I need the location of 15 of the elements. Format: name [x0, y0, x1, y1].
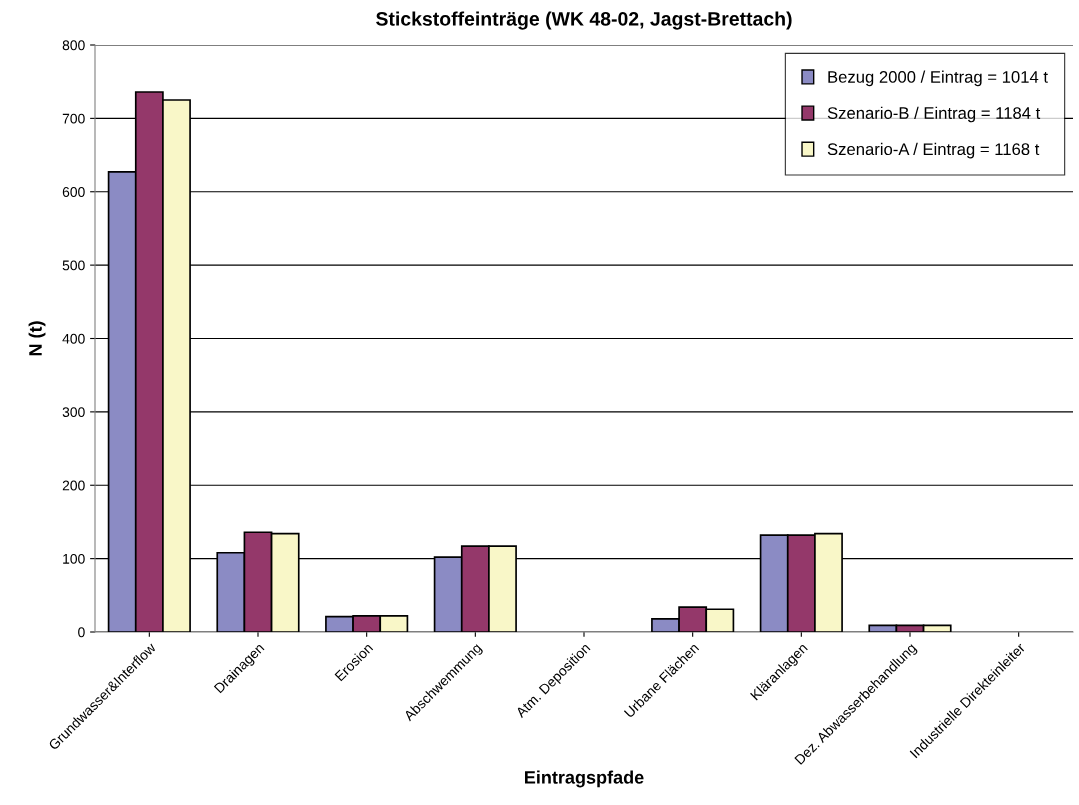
x-axis-title: Eintragspfade	[525, 770, 644, 788]
y-tick-label: 0	[78, 627, 85, 638]
y-tick-label: 100	[63, 553, 85, 564]
chart-title: Stickstoffeinträge (WK 48-02, Jagst-Brettach)	[376, 11, 792, 30]
y-tick-label: 600	[62, 187, 85, 197]
y-tick-label: 700	[62, 113, 85, 124]
legend-label: Szenario-B / Eintrag = 1184 t	[827, 106, 1041, 123]
y-tick-label: 300	[62, 407, 85, 418]
y-axis-title: N (t)	[28, 321, 46, 356]
y-tick-label: 800	[62, 40, 85, 51]
y-tick-label: 400	[62, 333, 85, 344]
y-tick-label: 200	[62, 480, 85, 491]
y-tick-label: 500	[62, 260, 85, 271]
legend-label: Bezug 2000 / Eintrag = 1014 t	[828, 70, 1048, 87]
legend-label: Szenario-A / Eintrag = 1168 t	[827, 142, 1040, 159]
